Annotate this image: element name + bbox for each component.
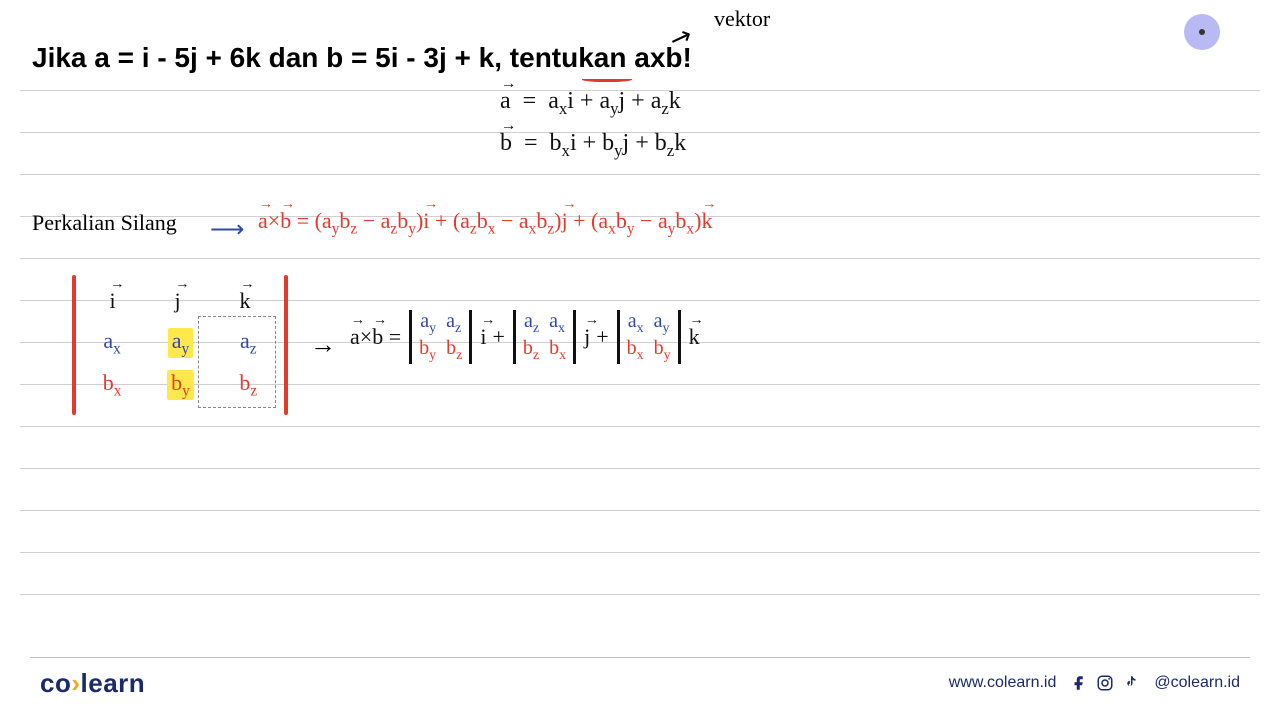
vector-a-definition: a = axi + ayj + azk [500,88,681,119]
det-row-a: ax ay az [80,322,280,364]
footer: co›learn www.colearn.id @colearn.id [0,656,1280,710]
cofactor-expansion: a×b = ayaz bybz i + azax bzbx j + axay b… [350,310,700,364]
logo-dot: › [71,668,80,698]
facebook-icon [1070,674,1088,692]
arrow-expansion: → [310,330,336,360]
brand-logo: co›learn [40,668,145,699]
ax: ax [103,328,120,358]
det-row-b: bx by bz [80,364,280,406]
question-text: Jika a = i - 5j + 6k dan b = 5i - 3j + k… [32,42,692,74]
unit-k-exp: k [689,324,700,350]
footer-handle: @colearn.id [1154,674,1240,692]
minidet-2: azax bzbx [513,310,576,364]
unit-j-exp: j [584,324,590,350]
vector-b-definition: b = bxi + byj + bzk [500,130,686,161]
det-bar-left [72,275,76,415]
by-highlight: by [167,370,194,400]
unit-i-exp: i [480,324,486,350]
minidet-1: ayaz bybz [409,310,472,364]
logo-left: co [40,668,71,698]
bz: bz [239,370,257,400]
footer-url: www.colearn.id [949,674,1057,692]
unit-i: i [109,288,115,314]
cursor-indicator [1184,14,1220,50]
cross-product-formula: a×b = (aybz − azby)i + (azbx − axbz)j + … [258,208,712,238]
az: az [240,328,257,358]
instagram-icon [1096,674,1114,692]
det-header-row: i j k [80,280,280,322]
social-icons [1070,674,1140,692]
minidet-3: axay bxby [617,310,681,364]
axb-equals: a×b = [350,324,401,350]
tiktok-icon [1122,674,1140,692]
vektor-label: vektor [714,6,770,32]
det-bar-right [284,275,288,415]
logo-right: learn [81,668,146,698]
unit-j: j [174,288,180,314]
footer-right: www.colearn.id @colearn.id [949,674,1240,692]
bx: bx [103,370,122,400]
underline-axb [582,76,632,82]
arrow-formula: ⟶ [210,215,244,244]
determinant-matrix: i j k ax ay az bx by bz [80,280,280,410]
unit-k: k [240,288,251,314]
ay-highlight: ay [168,328,193,358]
perkalian-silang-label: Perkalian Silang [32,210,177,236]
whiteboard-page: Jika a = i - 5j + 6k dan b = 5i - 3j + k… [0,0,1280,720]
